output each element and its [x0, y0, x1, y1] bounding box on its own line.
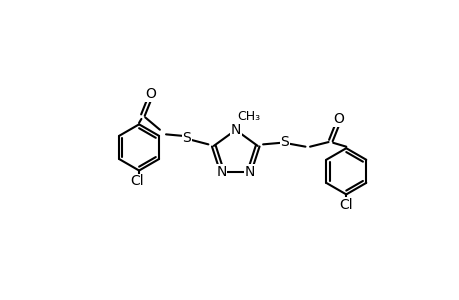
Text: CH₃: CH₃: [237, 110, 260, 123]
Text: Cl: Cl: [339, 198, 353, 212]
Text: N: N: [230, 123, 241, 137]
Text: N: N: [216, 165, 226, 179]
Text: Cl: Cl: [130, 174, 143, 188]
Text: O: O: [145, 87, 156, 101]
Text: O: O: [332, 112, 343, 126]
Text: S: S: [182, 131, 191, 145]
Text: S: S: [280, 135, 288, 149]
Text: N: N: [244, 165, 255, 179]
